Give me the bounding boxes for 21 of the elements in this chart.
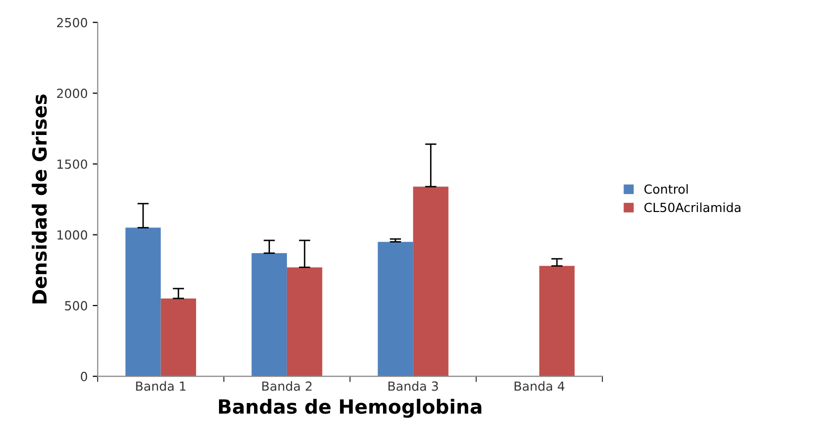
x-tick-label: Banda 2 xyxy=(262,381,312,391)
x-axis-title: Bandas de Hemoglobina xyxy=(219,398,482,418)
y-axis-title: Densidad de Grises xyxy=(32,94,47,304)
x-tick-label: Banda 4 xyxy=(514,381,564,391)
x-tick-label: Banda 1 xyxy=(136,381,186,391)
bar xyxy=(378,242,414,376)
legend-label: CL50Acrilamida xyxy=(644,202,740,212)
bar xyxy=(539,266,575,376)
bar xyxy=(286,267,322,376)
y-tick-label: 500 xyxy=(65,301,88,310)
y-tick-label: 2000 xyxy=(57,88,88,98)
bar xyxy=(160,298,196,376)
y-tick-label: 2500 xyxy=(57,18,88,28)
x-tick-label: Banda 3 xyxy=(388,381,438,391)
y-tick-label: 1000 xyxy=(58,230,88,240)
bar xyxy=(252,253,287,376)
bar xyxy=(413,186,448,376)
y-tick-label: 1500 xyxy=(58,159,88,169)
y-tick-label: 0 xyxy=(80,372,88,382)
bar xyxy=(125,228,161,376)
legend-label: Control xyxy=(644,184,688,194)
